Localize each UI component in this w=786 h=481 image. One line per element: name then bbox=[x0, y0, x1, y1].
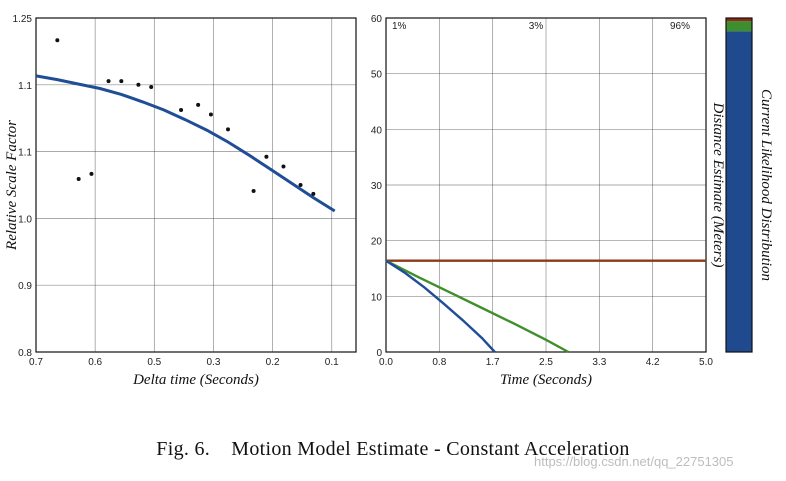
distance-x-tick-label: 5.0 bbox=[699, 357, 713, 368]
likelihood-segments bbox=[726, 18, 752, 353]
scale-y-tick-label: 0.8 bbox=[18, 348, 32, 359]
distance-plot-grid bbox=[386, 18, 706, 352]
scale-data-point bbox=[89, 171, 94, 176]
distance-x-tick-label: 3.3 bbox=[592, 357, 606, 368]
scale-y-tick-label: 1.25 bbox=[13, 14, 33, 25]
scale-data-point bbox=[76, 177, 81, 182]
percent-label-red: 1% bbox=[392, 21, 407, 32]
scale-y-axis-label: Relative Scale Factor bbox=[4, 120, 20, 251]
scale-plot-frame bbox=[35, 17, 357, 353]
scale-data-point bbox=[149, 85, 154, 90]
watermark: https://blog.csdn.net/qq_22751305 bbox=[534, 454, 734, 469]
scale-x-tick-label: 0.5 bbox=[147, 357, 161, 368]
scale-data-point bbox=[106, 79, 111, 84]
distance-series bbox=[385, 259, 706, 354]
scale-data-point bbox=[281, 164, 286, 169]
likelihood-segment-red bbox=[726, 18, 752, 22]
scale-x-tick-label: 0.2 bbox=[266, 357, 280, 368]
likelihood-segment-blue bbox=[726, 31, 752, 353]
scale-fit-line bbox=[35, 74, 336, 213]
scale-x-tick-label: 0.6 bbox=[88, 357, 102, 368]
scale-data-point bbox=[55, 38, 60, 43]
scale-data-points bbox=[55, 38, 316, 196]
distance-y-tick-label: 20 bbox=[371, 237, 383, 248]
distance-y-axis-label: Distance Estimate (Meters) bbox=[710, 102, 726, 268]
distance-x-tick-label: 1.7 bbox=[486, 357, 500, 368]
distance-x-axis-label: Time (Seconds) bbox=[500, 372, 592, 388]
distance-line-green bbox=[385, 259, 569, 354]
distance-x-tick-label: 0.8 bbox=[432, 357, 446, 368]
scale-data-point bbox=[179, 108, 184, 113]
distance-y-tick-label: 10 bbox=[371, 292, 383, 303]
distance-y-tick-label: 60 bbox=[371, 14, 383, 25]
scale-factor-plot: 0.7 0.6 0.5 0.3 0.2 0.1 0.8 0.9 1.0 1.1 1.1 1.25 D… bbox=[4, 14, 357, 388]
percent-label-blue: 96% bbox=[670, 21, 690, 32]
distance-y-tick-label: 30 bbox=[371, 181, 383, 192]
distance-plot-x-ticks: 0.0 0.8 1.7 2.5 3.3 4.2 5.0 bbox=[379, 357, 713, 368]
scale-data-point bbox=[226, 127, 230, 132]
scale-x-tick-label: 0.3 bbox=[206, 357, 220, 368]
distance-plot: 0.0 0.8 1.7 2.5 3.3 4.2 5.0 0 10 20 30 40 50 60 1% 3… bbox=[371, 14, 726, 388]
scale-y-tick-label: 0.9 bbox=[18, 281, 32, 292]
distance-line-blue bbox=[385, 259, 496, 353]
figure-caption: Fig. 6. Motion Model Estimate - Constant… bbox=[156, 438, 630, 460]
likelihood-bar: Current Likelihood Distribution bbox=[725, 17, 774, 353]
scale-data-point bbox=[136, 82, 141, 87]
scale-plot-grid bbox=[36, 18, 356, 352]
scale-data-point bbox=[264, 154, 269, 159]
scale-plot-x-ticks: 0.7 0.6 0.5 0.3 0.2 0.1 bbox=[29, 357, 339, 368]
scale-x-tick-label: 0.7 bbox=[29, 357, 43, 368]
percent-label-green: 3% bbox=[529, 21, 544, 32]
distance-y-tick-label: 40 bbox=[371, 125, 383, 136]
scale-data-point bbox=[196, 102, 201, 107]
distance-y-tick-label: 50 bbox=[371, 70, 383, 81]
scale-y-tick-label: 1.1 bbox=[18, 81, 32, 92]
likelihood-segment-green bbox=[726, 21, 752, 32]
likelihood-title: Current Likelihood Distribution bbox=[758, 89, 774, 281]
scale-data-point bbox=[208, 112, 213, 117]
scale-data-point bbox=[251, 188, 256, 193]
scale-data-point bbox=[298, 183, 303, 187]
scale-data-point bbox=[119, 79, 124, 84]
distance-x-tick-label: 0.0 bbox=[379, 357, 393, 368]
scale-plot-y-ticks: 0.8 0.9 1.0 1.1 1.1 1.25 bbox=[13, 14, 33, 359]
likelihood-bar-frame bbox=[725, 17, 753, 353]
scale-x-tick-label: 0.1 bbox=[325, 357, 339, 368]
distance-y-tick-label: 0 bbox=[376, 348, 382, 359]
distance-plot-y-ticks: 0 10 20 30 40 50 60 bbox=[371, 14, 383, 359]
scale-y-tick-label: 1.1 bbox=[18, 148, 32, 159]
scale-x-axis-label: Delta time (Seconds) bbox=[132, 372, 259, 388]
scale-y-tick-label: 1.0 bbox=[18, 214, 32, 225]
distance-x-tick-label: 2.5 bbox=[539, 357, 553, 368]
scale-data-point bbox=[311, 191, 316, 196]
distance-x-tick-label: 4.2 bbox=[646, 357, 660, 368]
